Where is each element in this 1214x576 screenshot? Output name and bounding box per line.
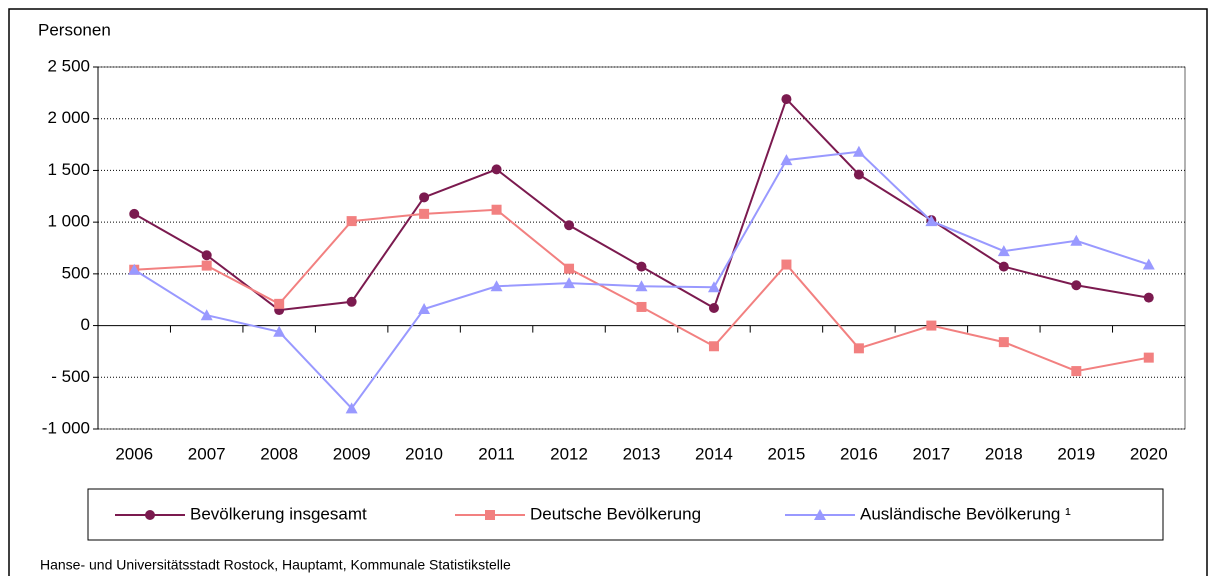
- point: [853, 169, 864, 180]
- point: [201, 260, 212, 271]
- plot-border: [97, 66, 1186, 430]
- x-tick-label: 2013: [623, 444, 661, 463]
- point: [273, 325, 286, 337]
- point: [1143, 292, 1154, 303]
- point: [345, 402, 358, 414]
- point: [853, 343, 864, 354]
- point: [274, 298, 285, 309]
- point: [1142, 258, 1155, 270]
- point: [781, 94, 792, 105]
- point: [780, 154, 793, 166]
- x-tick-label: 2009: [333, 444, 371, 463]
- legend-marker: [814, 509, 826, 520]
- point: [1143, 352, 1154, 363]
- y-tick-label: 0: [81, 315, 90, 334]
- point: [998, 337, 1009, 348]
- y-tick-label: -1 000: [42, 418, 90, 437]
- point: [636, 261, 647, 272]
- x-tick-label: 2018: [985, 444, 1023, 463]
- point: [346, 296, 357, 307]
- point: [346, 216, 357, 227]
- x-tick-label: 2011: [478, 444, 515, 463]
- x-tick-label: 2008: [260, 444, 298, 463]
- point: [490, 280, 503, 292]
- y-axis-label: Personen: [38, 20, 111, 39]
- point: [852, 145, 865, 157]
- point: [419, 192, 430, 203]
- point: [998, 261, 1009, 272]
- point: [129, 208, 140, 219]
- legend-label: Ausländische Bevölkerung ¹: [860, 504, 1071, 523]
- point: [1070, 234, 1083, 246]
- y-tick-label: 500: [62, 263, 90, 282]
- series-line: [133, 150, 1150, 410]
- x-tick-label: 2019: [1057, 444, 1095, 463]
- source: Hanse- und Universitätsstadt Rostock, Ha…: [40, 557, 511, 573]
- point: [200, 309, 213, 321]
- x-tick-label: 2017: [912, 444, 950, 463]
- y-tick-label: - 500: [51, 367, 90, 386]
- y-tick-label: 1 500: [47, 160, 90, 179]
- point: [418, 303, 431, 315]
- point: [925, 215, 938, 227]
- point: [707, 281, 720, 293]
- y-tick-label: 2 500: [47, 56, 90, 75]
- point: [419, 208, 430, 219]
- x-tick-label: 2020: [1130, 444, 1168, 463]
- x-tick-label: 2007: [188, 444, 226, 463]
- frame: [8, 8, 1208, 576]
- legend-label: Deutsche Bevölkerung: [530, 504, 701, 523]
- point: [201, 250, 212, 261]
- point: [564, 220, 575, 231]
- x-tick-label: 2015: [768, 444, 806, 463]
- legend-label: Bevölkerung insgesamt: [190, 504, 367, 523]
- point: [491, 204, 502, 215]
- point: [1071, 280, 1082, 291]
- series-line: [133, 97, 1149, 312]
- point: [491, 164, 502, 175]
- point: [1071, 366, 1082, 377]
- y-tick-label: 2 000: [47, 108, 90, 127]
- x-tick-label: 2010: [405, 444, 443, 463]
- legend-marker: [145, 510, 155, 520]
- legend-marker: [485, 510, 495, 520]
- point: [635, 280, 648, 292]
- point: [128, 263, 141, 275]
- point: [636, 301, 647, 312]
- x-tick-label: 2006: [115, 444, 153, 463]
- x-tick-label: 2012: [550, 444, 588, 463]
- point: [563, 277, 576, 289]
- y-tick-label: 1 000: [47, 212, 90, 231]
- x-tick-label: 2016: [840, 444, 878, 463]
- point: [708, 341, 719, 352]
- legend-box: [87, 488, 1164, 541]
- point: [781, 259, 792, 270]
- point: [708, 302, 719, 313]
- x-tick-label: 2014: [695, 444, 733, 463]
- point: [564, 263, 575, 274]
- point: [926, 320, 937, 331]
- point: [997, 245, 1010, 257]
